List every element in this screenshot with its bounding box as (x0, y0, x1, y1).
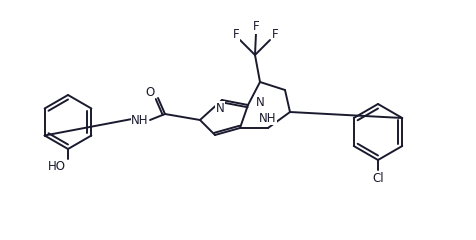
Text: NH: NH (131, 114, 149, 126)
Text: O: O (145, 86, 155, 100)
Text: F: F (253, 20, 259, 34)
Text: NH: NH (259, 112, 277, 125)
Text: F: F (272, 29, 278, 42)
Text: N: N (256, 96, 265, 108)
Text: HO: HO (48, 160, 66, 173)
Text: F: F (233, 29, 239, 42)
Text: N: N (216, 102, 224, 114)
Text: Cl: Cl (372, 172, 384, 185)
